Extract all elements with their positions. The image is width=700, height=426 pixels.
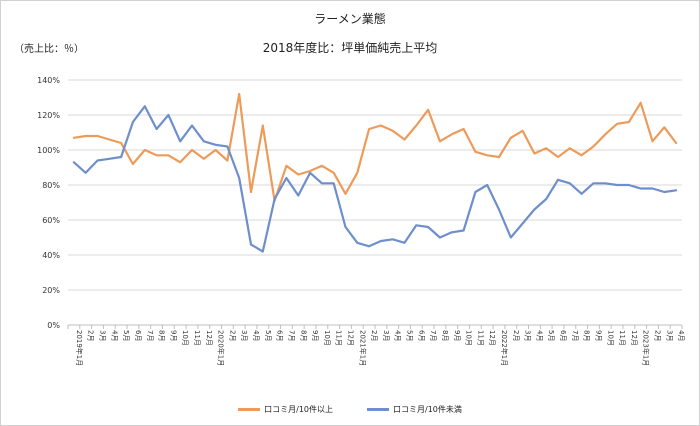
legend-item-series2: 口コミ月/10件未満 [367,404,462,415]
x-tick-label: 6月 [134,330,142,341]
x-tick-label: 4月 [535,330,543,341]
chart-title: ラーメン業態 [314,12,386,26]
x-tick-label: 8月 [441,330,449,341]
y-tick-label: 60% [42,216,60,225]
x-tick-label: 3月 [665,330,673,341]
x-tick-label: 6月 [276,330,284,341]
x-tick-label: 8月 [299,330,307,341]
x-tick-label: 12月 [346,330,354,346]
legend-swatch-series2 [367,408,389,411]
x-tick-label: 3月 [99,330,107,341]
x-tick-label: 2月 [653,330,661,341]
x-tick-label: 7月 [146,330,154,341]
y-tick-label: 20% [42,286,60,295]
x-tick-label: 2021年1月 [358,330,367,366]
series-line-1 [72,92,678,202]
x-tick-label: 5月 [547,330,555,341]
x-tick-label: 3月 [382,330,390,341]
series-line-2 [72,105,678,253]
x-tick-label: 11月 [193,330,201,346]
x-tick-label: 4月 [394,330,402,341]
legend-item-series1: 口コミ月/10件以上 [238,404,333,415]
x-tick-label: 10月 [181,330,189,346]
x-tick-label: 2月 [228,330,236,341]
x-tick-label: 6月 [417,330,425,341]
chart-subtitle: 2018年度比：坪単価純売上平均 [262,41,438,55]
x-tick-label: 2月 [370,330,378,341]
x-tick-label: 5月 [264,330,272,341]
legend-swatch-series1 [238,408,261,411]
x-tick-label: 9月 [594,330,602,341]
x-tick-label: 11月 [476,330,484,346]
x-tick-label: 8月 [583,330,591,341]
x-tick-label: 10月 [465,330,473,346]
x-tick-label: 6月 [559,330,567,341]
y-tick-label: 120% [37,111,60,120]
x-tick-label: 3月 [240,330,248,341]
x-tick-label: 12月 [205,330,213,346]
x-tick-label: 4月 [252,330,260,341]
x-tick-label: 3月 [524,330,532,341]
x-tick-label: 7月 [429,330,437,341]
x-tick-label: 2022年1月 [500,330,509,366]
y-tick-label: 80% [42,181,60,190]
x-tick-label: 9月 [169,330,177,341]
x-tick-label: 2月 [87,330,95,341]
x-tick-label: 8月 [158,330,166,341]
x-tick-label: 12月 [488,330,496,346]
x-tick-label: 9月 [453,330,461,341]
legend: 口コミ月/10件以上 口コミ月/10件未満 [0,404,700,415]
y-tick-label: 100% [37,146,60,155]
x-tick-label: 10月 [323,330,331,346]
x-tick-label: 2023年1月 [642,330,651,366]
x-tick-label: 4月 [110,330,118,341]
y-tick-label: 40% [42,251,60,260]
x-tick-label: 5月 [122,330,130,341]
x-tick-label: 10月 [606,330,614,346]
y-axis-label: （売上比：％） [14,44,84,55]
x-tick-label: 12月 [630,330,638,346]
x-tick-label: 9月 [311,330,319,341]
x-tick-label: 7月 [287,330,295,341]
legend-label-series2: 口コミ月/10件未満 [393,405,462,414]
y-tick-label: 0% [47,321,60,330]
x-tick-label: 11月 [618,330,626,346]
y-tick-label: 140% [37,76,60,85]
x-tick-label: 2020年1月 [217,330,226,366]
x-tick-label: 4月 [677,330,685,341]
x-tick-label: 11月 [335,330,343,346]
x-tick-label: 7月 [571,330,579,341]
legend-label-series1: 口コミ月/10件以上 [264,405,333,414]
x-tick-label: 5月 [406,330,414,341]
x-tick-label: 2月 [512,330,520,341]
x-tick-label: 2019年1月 [75,330,84,366]
